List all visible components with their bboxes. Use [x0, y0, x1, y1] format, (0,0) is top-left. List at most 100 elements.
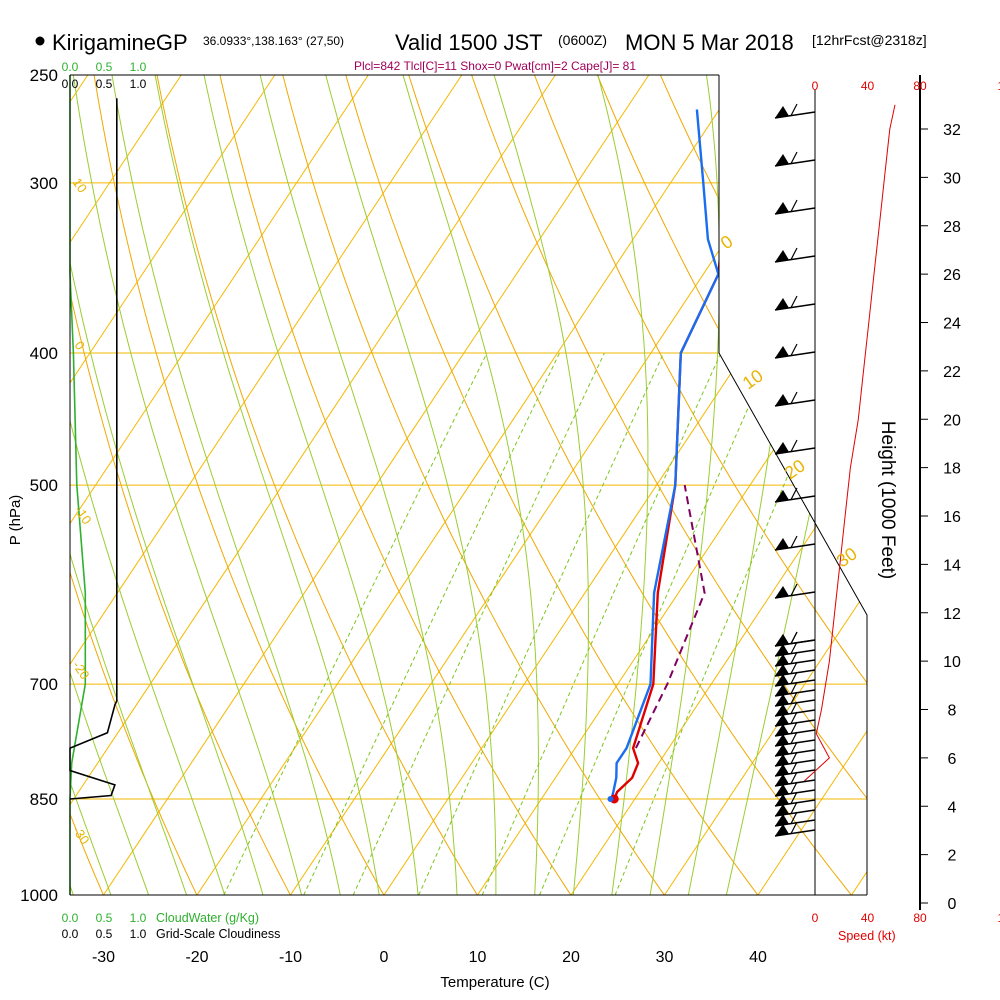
wind-barb-feather — [790, 801, 798, 814]
mixing-ratio-label: 3 — [343, 902, 359, 917]
height-tick-label: 2 — [948, 848, 957, 865]
moist-adiabat-line — [203, 75, 419, 895]
dry-adiabat-label: 10 — [70, 175, 91, 195]
isotherm-line — [476, 308, 867, 895]
height-tick-label: 24 — [943, 316, 961, 333]
cloud-water-label: CloudWater (g/Kg) — [156, 911, 259, 925]
wind-barb-flag — [775, 754, 789, 766]
wind-barb-icon — [774, 631, 816, 647]
speed-top-tick: 80 — [913, 79, 927, 93]
wind-barb-icon — [774, 247, 816, 263]
dry-adiabat-line — [93, 75, 385, 895]
x-axis-title: Temperature (C) — [440, 974, 549, 991]
isotherm-line — [70, 75, 556, 806]
wind-barb-feather — [790, 151, 798, 164]
y-axis-title: P (hPa) — [7, 495, 24, 546]
wind-barb-flag — [775, 154, 789, 166]
dry-adiabat-line — [408, 75, 852, 895]
isotherm-line — [70, 75, 182, 244]
dry-adiabat-line — [70, 812, 104, 895]
moist-adiabat-line — [325, 75, 497, 895]
wind-barb-flag — [775, 394, 789, 406]
x-tick-label: -30 — [92, 949, 115, 966]
x-tick-label: 40 — [749, 949, 767, 966]
mixing-ratio-line — [481, 352, 722, 895]
wind-barb-feather — [790, 199, 798, 212]
wind-barb-icon — [774, 811, 816, 827]
height-tick-label: 20 — [943, 412, 961, 429]
wind-barb-feather — [790, 295, 798, 308]
sounding-curves — [607, 109, 734, 804]
wind-barb-icon — [774, 711, 816, 727]
dry-adiabat-line — [0, 51, 21, 924]
mixing-ratio-line — [418, 352, 665, 895]
wind-barb-icon — [774, 535, 816, 551]
wind-barb-icon — [774, 801, 816, 817]
surface-dewpoint-dot — [607, 795, 614, 802]
wind-barb-feather — [790, 631, 798, 644]
wind-barb-flag — [775, 298, 789, 310]
speed-top-tick: 120 — [997, 79, 1000, 93]
height-tick-label: 8 — [948, 703, 957, 720]
moist-adiabat-line — [70, 670, 150, 895]
wind-barb-feather — [790, 651, 798, 664]
wind-barb-icon — [774, 199, 816, 215]
wind-barb-feather — [790, 247, 798, 260]
moist-adiabat-line — [597, 75, 649, 895]
wind-barb-flag — [775, 674, 789, 686]
cloud-top-tick-green: 0.0 — [62, 60, 79, 74]
wind-barb-icon — [774, 343, 816, 359]
wind-barb-feather — [790, 771, 798, 784]
wind-barb-feather — [790, 681, 798, 694]
wind-barb-feather — [790, 391, 798, 404]
height-tick-label: 6 — [948, 751, 957, 768]
wind-barb-flag — [775, 784, 789, 796]
wind-barb-flag — [775, 694, 789, 706]
moist-adiabat-line — [402, 75, 539, 895]
wind-barb-feather — [790, 701, 798, 714]
speed-bottom-tick: 0 — [812, 911, 819, 925]
wind-barb-flag — [775, 734, 789, 746]
station-name: KirigamineGP — [52, 30, 188, 55]
height-tick-label: 30 — [943, 170, 961, 187]
x-tick-label: 20 — [562, 949, 580, 966]
wind-barb-icon — [774, 731, 816, 747]
speed-top-tick: 0 — [812, 79, 819, 93]
wind-barb-flag — [775, 346, 789, 358]
wind-barb-feather — [790, 791, 798, 804]
wind-barb-flag — [775, 804, 789, 816]
wind-barb-feather — [790, 661, 798, 674]
isotherm-line — [945, 75, 1000, 895]
x-tick-label: 0 — [380, 949, 389, 966]
valid-time: Valid 1500 JST — [395, 30, 543, 55]
wind-barb-feather — [790, 439, 798, 452]
station-bullet-icon — [35, 36, 45, 46]
wind-barb-flag — [775, 644, 789, 656]
x-tick-label: 10 — [469, 949, 487, 966]
dry-adiabat-label: -10 — [72, 503, 95, 527]
isotherm-line — [663, 589, 867, 895]
y-tick-label: 500 — [30, 476, 58, 495]
wind-barb-flag — [775, 794, 789, 806]
wind-barb-feather — [790, 821, 798, 834]
wind-barb-icon — [774, 721, 816, 737]
wind-barb-feather — [790, 741, 798, 754]
wind-barb-flag — [775, 704, 789, 716]
wind-barb-feather — [790, 583, 798, 596]
wind-barb-flag — [775, 538, 789, 550]
cloud-bottom-tick-green: 0.0 — [62, 911, 79, 925]
wind-barb-feather — [790, 671, 798, 684]
wind-barb-icon — [774, 771, 816, 787]
wind-barb-feather — [790, 343, 798, 356]
dewpoint-curve — [610, 109, 720, 800]
speed-bottom-tick: 80 — [913, 911, 927, 925]
wind-barb-feather — [790, 751, 798, 764]
wind-barb-flag — [775, 764, 789, 776]
dry-adiabat-line — [596, 75, 867, 569]
wind-barb-icon — [774, 487, 816, 503]
isotherm-line — [70, 75, 276, 384]
cloud-bottom-tick-black: 0.5 — [96, 927, 113, 941]
cloud-panel: 0.00.00.00.00.50.50.50.51.01.01.01.0 — [62, 60, 147, 941]
dry-adiabat-line — [219, 75, 572, 895]
dry-adiabat-label: -30 — [70, 823, 93, 847]
